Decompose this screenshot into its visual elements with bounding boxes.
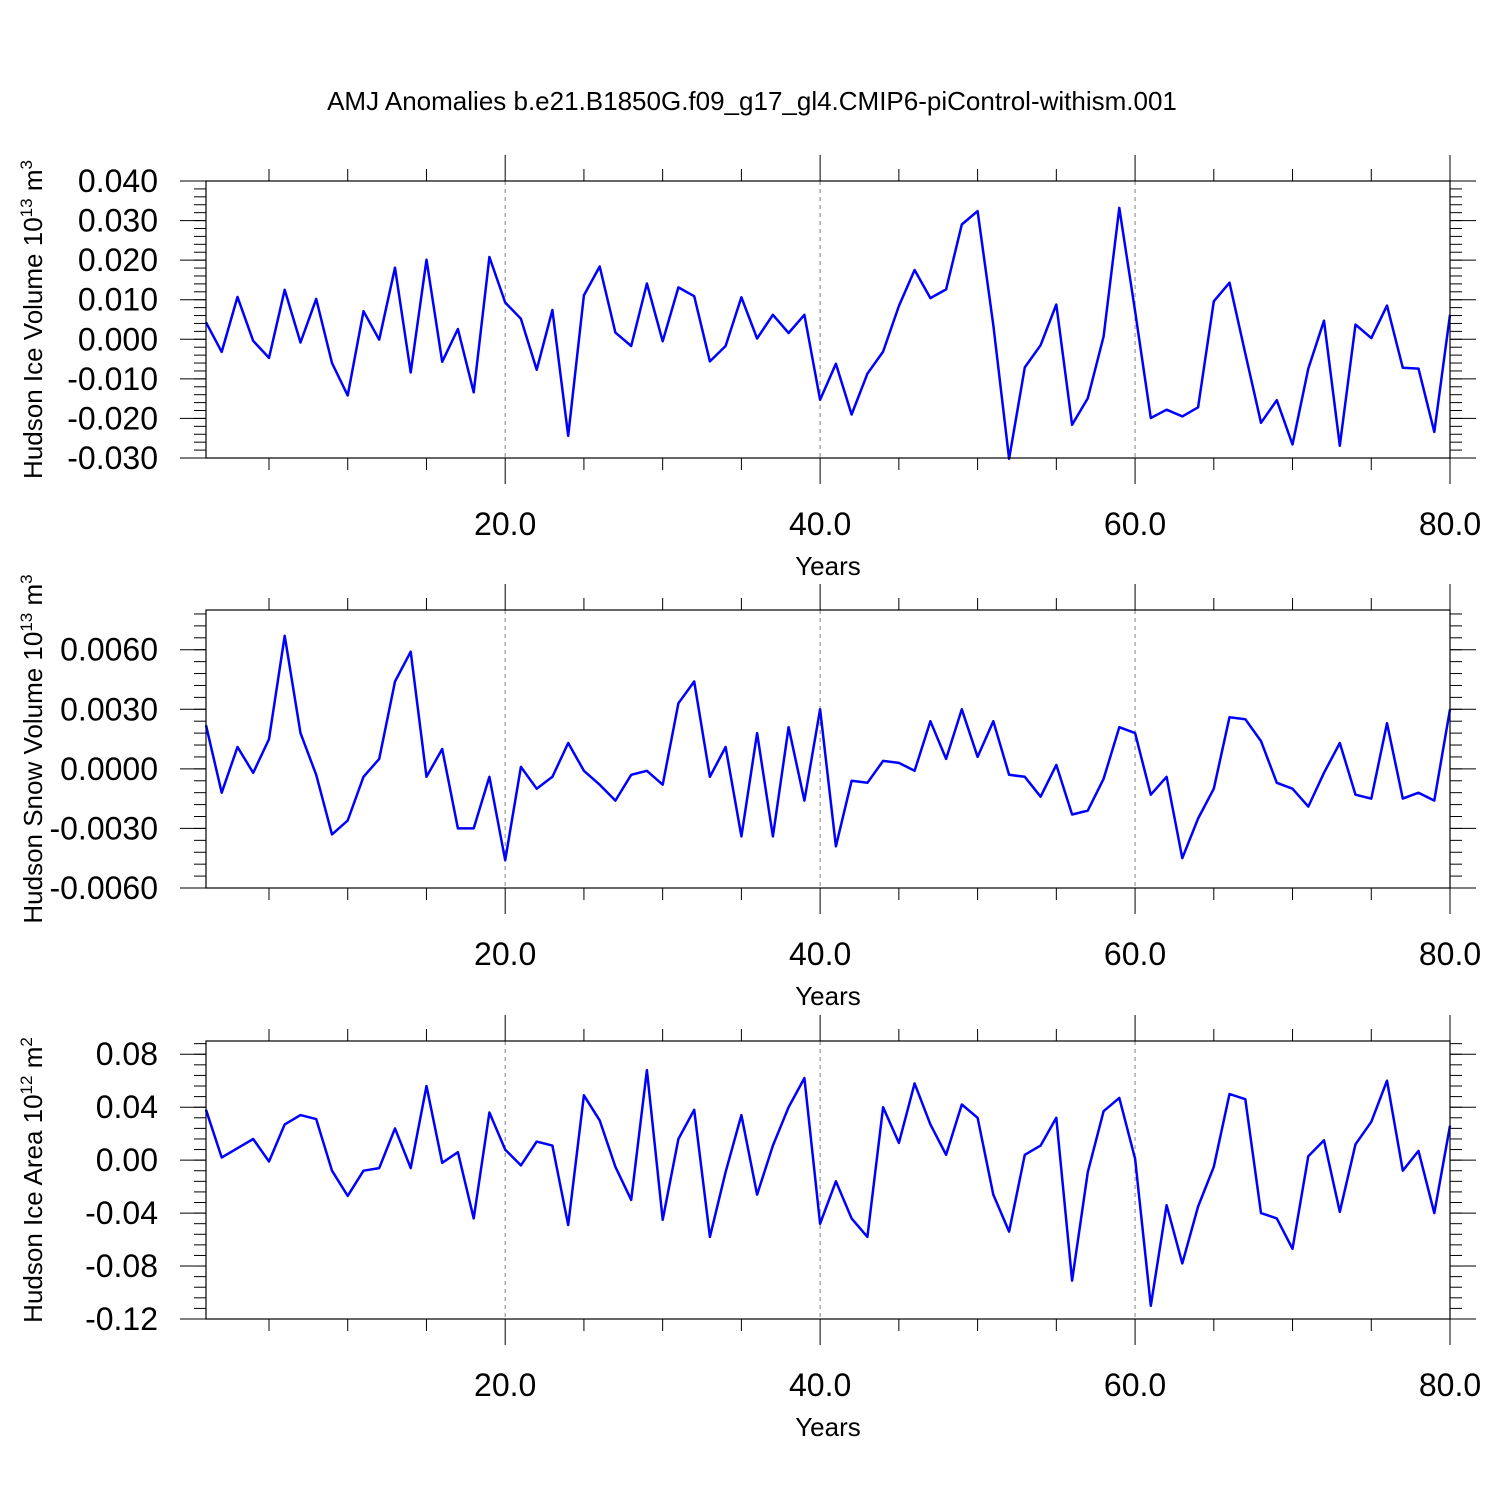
- y-tick-label: -0.08: [85, 1248, 158, 1284]
- data-series-line: [204, 1068, 1452, 1308]
- y-tick-label: 0.0060: [60, 632, 158, 668]
- plot-frame: [205, 180, 1451, 459]
- x-tick-label: 80.0: [1419, 506, 1481, 542]
- data-series-line: [204, 634, 1452, 862]
- x-tick-label: 20.0: [474, 1367, 536, 1403]
- x-tick-label: 80.0: [1419, 936, 1481, 972]
- y-tick-label: -0.020: [67, 400, 158, 436]
- x-axis-title: Years: [795, 551, 861, 581]
- y-tick-label: -0.030: [67, 440, 158, 476]
- y-tick-label: -0.12: [85, 1301, 158, 1337]
- x-tick-label: 60.0: [1104, 936, 1166, 972]
- y-tick-label: 0.040: [78, 163, 158, 199]
- chart-panel-3: 0.08 0.04 0.00 -0.04 -0.08 -0.12 20.0 40.0 60.0 8…: [17, 1015, 1481, 1442]
- x-tick-label: 40.0: [789, 506, 851, 542]
- y-tick-label: -0.0030: [49, 810, 158, 846]
- y-tick-label: 0.030: [78, 203, 158, 239]
- y-axis-title: Hudson Ice Area 1012 m2: [17, 1037, 48, 1323]
- y-tick-label: 0.08: [96, 1036, 158, 1072]
- x-tick-label: 20.0: [474, 506, 536, 542]
- y-tick-label: 0.04: [96, 1089, 158, 1125]
- data-series-line: [204, 206, 1452, 461]
- y-tick-label: 0.0000: [60, 751, 158, 787]
- chart-title: AMJ Anomalies b.e21.B1850G.f09_g17_gl4.C…: [327, 86, 1177, 116]
- x-tick-label: 80.0: [1419, 1367, 1481, 1403]
- x-axis-title: Years: [795, 1412, 861, 1442]
- x-tick-label: 40.0: [789, 936, 851, 972]
- plot-frame: [205, 609, 1451, 889]
- y-tick-label: 0.020: [78, 242, 158, 278]
- x-tick-label: 60.0: [1104, 506, 1166, 542]
- x-tick-label: 40.0: [789, 1367, 851, 1403]
- y-tick-label: -0.04: [85, 1195, 158, 1231]
- x-axis-title: Years: [795, 981, 861, 1011]
- y-tick-label: -0.0060: [49, 870, 158, 906]
- x-tick-label: 60.0: [1104, 1367, 1166, 1403]
- y-tick-label: 0.010: [78, 282, 158, 318]
- y-tick-label: 0.000: [78, 321, 158, 357]
- y-tick-label: 0.0030: [60, 691, 158, 727]
- y-axis-title: Hudson Ice Volume 1013 m3: [17, 160, 48, 479]
- x-tick-label: 20.0: [474, 936, 536, 972]
- chart-panel-2: 0.0060 0.0030 0.0000 -0.0030 -0.0060 20.0 40.0…: [17, 574, 1481, 1011]
- y-tick-label: -0.010: [67, 361, 158, 397]
- y-axis-title: Hudson Snow Volume 1013 m3: [17, 574, 48, 923]
- plot-frame: [205, 1040, 1451, 1320]
- y-tick-label: 0.00: [96, 1142, 158, 1178]
